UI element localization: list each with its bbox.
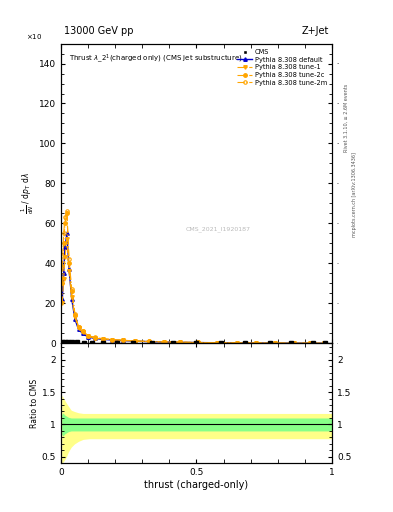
Text: mcplots.cern.ch [arXiv:1306.3436]: mcplots.cern.ch [arXiv:1306.3436] — [352, 152, 357, 237]
Legend: CMS, Pythia 8.308 default, Pythia 8.308 tune-1, Pythia 8.308 tune-2c, Pythia 8.3: CMS, Pythia 8.308 default, Pythia 8.308 … — [235, 47, 329, 88]
X-axis label: thrust (charged-only): thrust (charged-only) — [145, 480, 248, 490]
Text: Thrust $\lambda$_2$^1$(charged only) (CMS jet substructure): Thrust $\lambda$_2$^1$(charged only) (CM… — [69, 53, 243, 66]
Y-axis label: Ratio to CMS: Ratio to CMS — [30, 379, 39, 428]
Text: 13000 GeV pp: 13000 GeV pp — [64, 26, 133, 36]
Text: $\times 10$: $\times 10$ — [26, 32, 42, 40]
Text: CMS_2021_I1920187: CMS_2021_I1920187 — [186, 227, 251, 232]
Text: Z+Jet: Z+Jet — [302, 26, 329, 36]
Y-axis label: $\frac{1}{\mathrm{d}N}$ / $\mathrm{d}p_\mathrm{T}$ $\mathrm{d}\lambda$: $\frac{1}{\mathrm{d}N}$ / $\mathrm{d}p_\… — [20, 173, 36, 215]
Text: Rivet 3.1.10, ≥ 2.6M events: Rivet 3.1.10, ≥ 2.6M events — [344, 83, 349, 152]
